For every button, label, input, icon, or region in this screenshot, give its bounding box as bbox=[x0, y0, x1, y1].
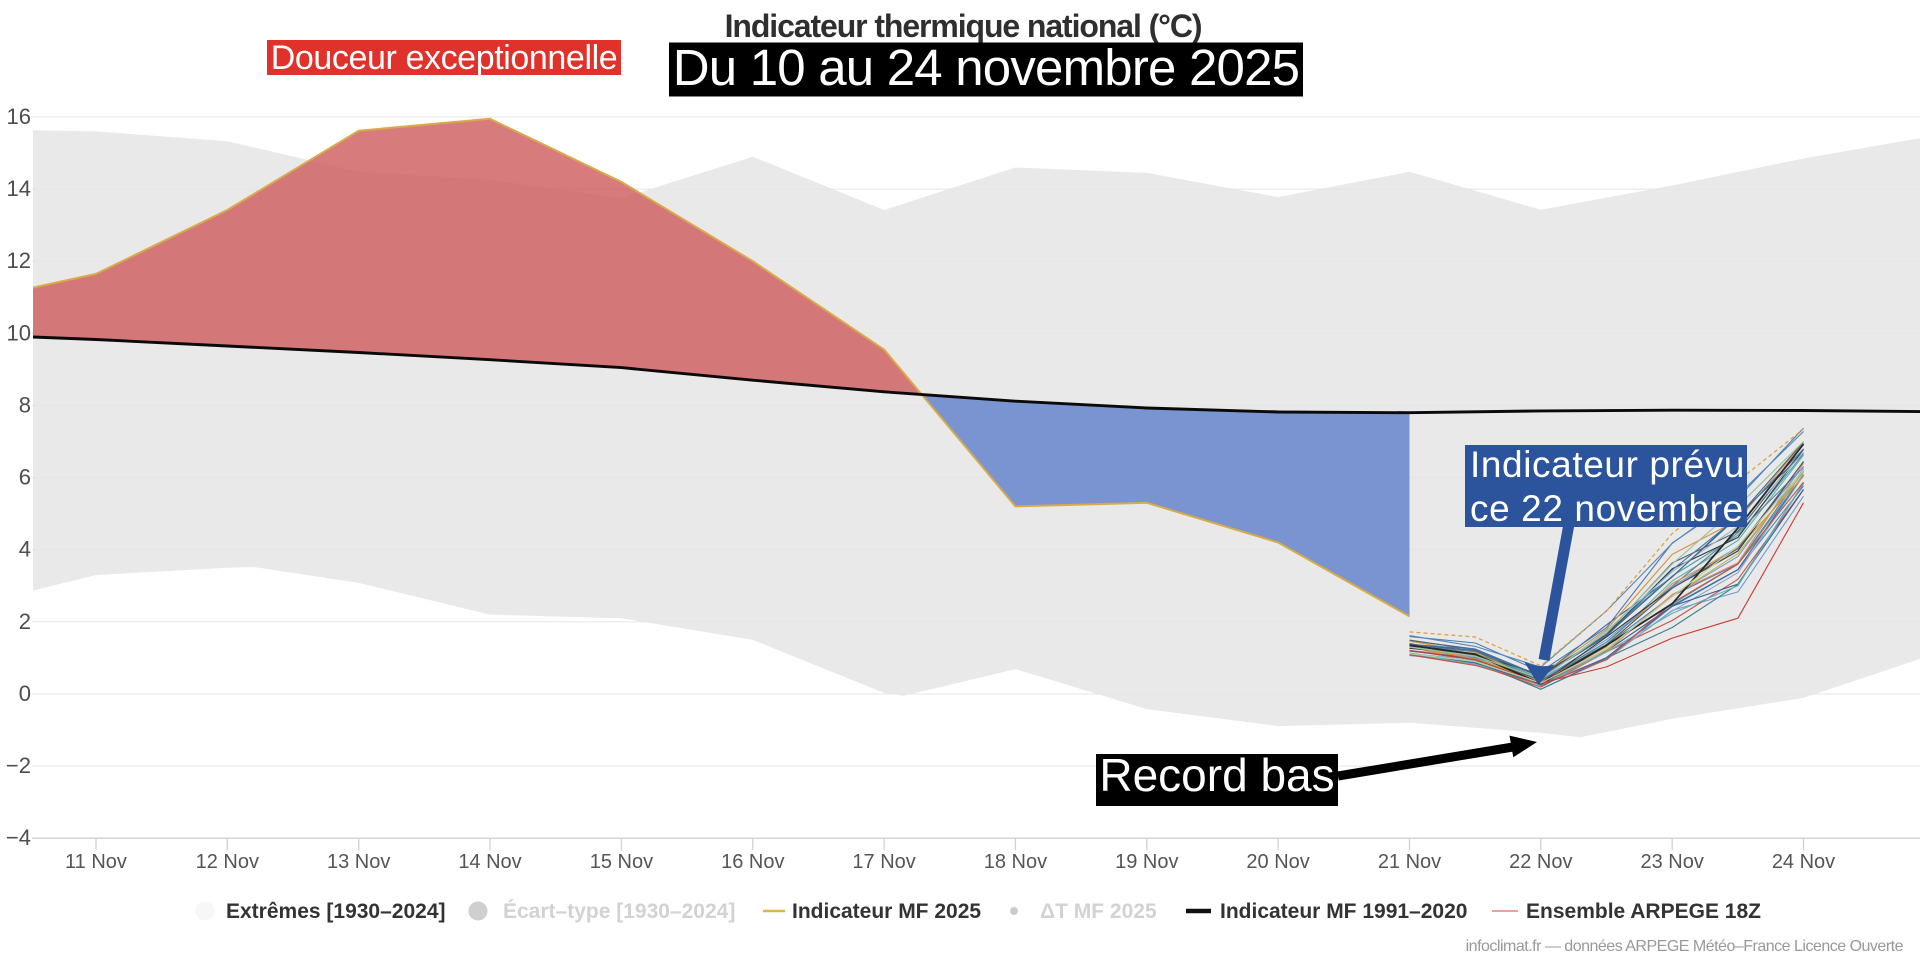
svg-text:Indicateur MF 1991–2020: Indicateur MF 1991–2020 bbox=[1220, 900, 1467, 923]
svg-text:0: 0 bbox=[19, 681, 31, 706]
svg-text:4: 4 bbox=[19, 537, 31, 562]
svg-text:Du 10 au 24 novembre 2025: Du 10 au 24 novembre 2025 bbox=[673, 39, 1299, 96]
svg-text:10: 10 bbox=[7, 320, 31, 345]
svg-text:Écart–type [1930–2024]: Écart–type [1930–2024] bbox=[503, 900, 735, 923]
svg-text:15 Nov: 15 Nov bbox=[590, 851, 653, 873]
svg-text:−4: −4 bbox=[6, 825, 31, 850]
svg-text:2: 2 bbox=[19, 609, 31, 634]
svg-text:19 Nov: 19 Nov bbox=[1115, 851, 1178, 873]
svg-text:13 Nov: 13 Nov bbox=[327, 851, 390, 873]
svg-text:Indicateur MF 2025: Indicateur MF 2025 bbox=[792, 900, 981, 923]
svg-text:14 Nov: 14 Nov bbox=[458, 851, 521, 873]
svg-text:Indicateur prévu: Indicateur prévu bbox=[1470, 444, 1745, 485]
svg-text:21 Nov: 21 Nov bbox=[1378, 851, 1441, 873]
svg-text:16: 16 bbox=[7, 104, 31, 129]
svg-text:ce 22 novembre: ce 22 novembre bbox=[1470, 488, 1744, 529]
svg-text:20 Nov: 20 Nov bbox=[1246, 851, 1309, 873]
svg-text:23 Nov: 23 Nov bbox=[1641, 851, 1704, 873]
svg-text:24 Nov: 24 Nov bbox=[1772, 851, 1835, 873]
svg-text:Douceur exceptionnelle: Douceur exceptionnelle bbox=[271, 39, 618, 77]
svg-text:Ensemble ARPEGE 18Z: Ensemble ARPEGE 18Z bbox=[1526, 900, 1761, 923]
svg-text:infoclimat.fr — données ARPEGE: infoclimat.fr — données ARPEGE Météo–Fra… bbox=[1466, 938, 1904, 955]
svg-text:11 Nov: 11 Nov bbox=[65, 851, 127, 873]
svg-text:16 Nov: 16 Nov bbox=[721, 851, 784, 873]
svg-text:8: 8 bbox=[19, 393, 31, 418]
svg-text:6: 6 bbox=[19, 465, 31, 490]
svg-text:Record bas: Record bas bbox=[1099, 749, 1334, 801]
svg-text:Extrêmes [1930–2024]: Extrêmes [1930–2024] bbox=[226, 900, 446, 923]
svg-text:Indicateur thermique national: Indicateur thermique national (°C) bbox=[725, 8, 1202, 44]
svg-text:12 Nov: 12 Nov bbox=[196, 851, 259, 873]
svg-text:22 Nov: 22 Nov bbox=[1509, 851, 1572, 873]
svg-text:−2: −2 bbox=[6, 753, 31, 778]
svg-text:14: 14 bbox=[7, 176, 31, 201]
svg-text:12: 12 bbox=[7, 248, 31, 273]
svg-text:18 Nov: 18 Nov bbox=[984, 851, 1047, 873]
svg-text:ΔT MF 2025: ΔT MF 2025 bbox=[1040, 900, 1157, 923]
svg-text:17 Nov: 17 Nov bbox=[852, 851, 915, 873]
